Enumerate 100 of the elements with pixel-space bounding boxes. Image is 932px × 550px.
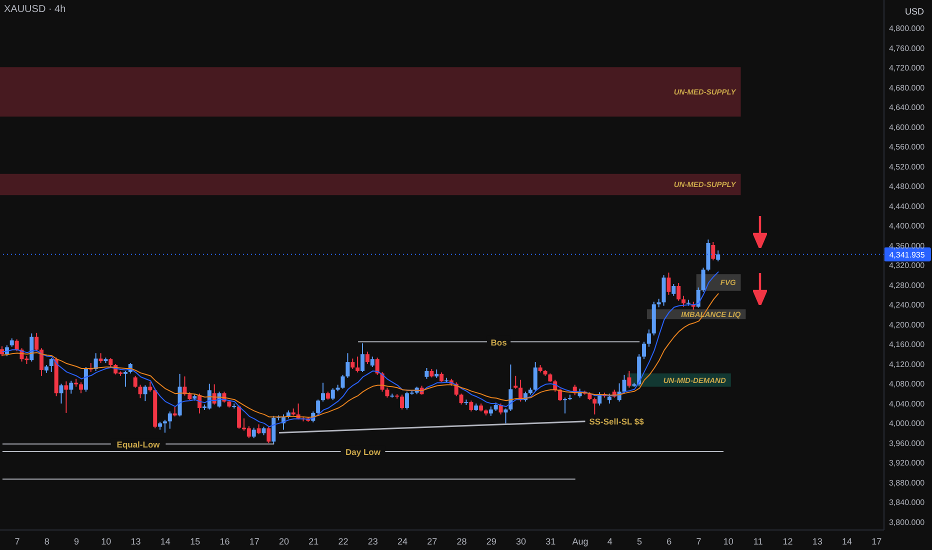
candlestick (682, 295, 686, 308)
candlestick (356, 356, 360, 373)
candlestick (642, 341, 646, 360)
candlestick (98, 352, 103, 364)
candlestick (84, 366, 88, 392)
candlestick (168, 410, 172, 430)
y-tick-label: 3,960.000 (889, 438, 926, 448)
x-tick-label: 5 (637, 536, 642, 546)
y-tick-label: 4,040.000 (889, 399, 926, 408)
y-tick-label: 4,280.000 (889, 280, 926, 290)
x-tick-label: 22 (338, 536, 348, 546)
candlestick (385, 387, 390, 398)
candlestick (666, 272, 671, 296)
candlestick (365, 351, 370, 365)
candlestick (711, 242, 716, 261)
candlestick (592, 397, 597, 415)
candlestick (672, 284, 676, 296)
y-tick-label: 4,440.000 (889, 202, 926, 211)
candlestick (64, 380, 68, 414)
x-tick-label: 14 (160, 536, 170, 546)
candlestick (533, 362, 538, 392)
candlestick (375, 357, 380, 376)
candlestick (266, 426, 271, 444)
y-tick-label: 3,920.000 (889, 458, 926, 468)
candlestick (49, 358, 54, 372)
candlestick (172, 406, 177, 417)
candlestick (0, 346, 4, 357)
y-tick-label: 4,320.000 (889, 261, 926, 270)
x-tick-label: 9 (74, 536, 80, 546)
x-tick-label: 14 (842, 536, 852, 546)
x-tick-label: 6 (666, 536, 672, 546)
y-tick-label: 4,240.000 (889, 300, 926, 310)
candlestick (14, 338, 19, 352)
x-tick-label: 27 (427, 536, 438, 546)
ref-line-label: 4,341.935 (889, 250, 926, 260)
candlestick (646, 328, 651, 348)
candlestick (716, 250, 720, 262)
candlestick (30, 332, 34, 362)
candlestick (346, 352, 350, 378)
x-tick-label: 29 (486, 536, 496, 546)
candlestick (237, 405, 242, 430)
candlestick (562, 397, 567, 414)
candlestick (34, 332, 39, 352)
x-tick-label: 24 (397, 536, 408, 546)
x-tick-label: 4 (607, 536, 612, 546)
y-tick-label: 4,200.000 (889, 320, 926, 330)
candlestick (488, 406, 493, 416)
candlestick (69, 380, 74, 394)
chart-title: XAUUSD · 4h (4, 4, 66, 15)
candlestick (79, 382, 84, 394)
candlestick (627, 370, 632, 388)
candlestick (40, 348, 44, 376)
candlestick (607, 393, 612, 404)
y-tick-label: 4,520.000 (889, 162, 926, 172)
y-tick-label: 4,120.000 (889, 360, 926, 369)
x-tick-label: 28 (456, 536, 467, 546)
y-tick-label: 3,800.000 (889, 518, 926, 527)
ref-line-label: Day Low (346, 446, 381, 457)
candlestick (321, 382, 326, 402)
candlestick (469, 400, 474, 412)
x-tick-label: 16 (220, 536, 230, 546)
candlestick (143, 384, 148, 402)
candlestick (340, 374, 345, 390)
candlestick (622, 374, 626, 394)
ref-line-label: Equal-Low (116, 440, 160, 450)
y-tick-label: 4,720.000 (889, 64, 926, 73)
candlestick (459, 393, 464, 406)
x-tick-label: 8 (44, 536, 50, 546)
y-tick-label: 4,080.000 (889, 380, 926, 389)
x-tick-label: 20 (278, 536, 289, 546)
candlestick (123, 370, 128, 388)
candlestick (370, 356, 374, 368)
candlestick (256, 424, 261, 435)
candlestick (424, 367, 429, 380)
y-tick-label: 4,000.000 (889, 419, 926, 428)
y-tick-label: 4,680.000 (889, 83, 926, 92)
candlestick (701, 267, 706, 292)
candlestick (272, 415, 276, 445)
x-tick-label: 31 (546, 536, 556, 546)
x-tick-label: 10 (101, 536, 112, 546)
candlestick (440, 372, 444, 382)
candlestick (252, 427, 256, 439)
candlestick (94, 352, 98, 372)
x-tick-label: 13 (130, 536, 141, 546)
y-tick-label: 4,600.000 (889, 122, 926, 132)
y-tick-label: 4,560.000 (889, 142, 926, 152)
candlestick (498, 403, 503, 415)
candlestick (138, 384, 142, 399)
candlestick (133, 375, 138, 388)
x-tick-label: 17 (872, 536, 882, 546)
x-tick-label: 23 (368, 536, 378, 546)
candlestick (350, 358, 355, 370)
candlestick (360, 342, 365, 372)
y-axis-title: USD (904, 6, 924, 16)
x-tick-label: 30 (516, 536, 526, 546)
y-tick-label: 4,640.000 (889, 103, 926, 112)
x-tick-label: Aug (572, 536, 588, 546)
candlestick (330, 388, 335, 401)
x-tick-label: 21 (308, 536, 319, 546)
x-tick-label: 15 (190, 536, 200, 546)
